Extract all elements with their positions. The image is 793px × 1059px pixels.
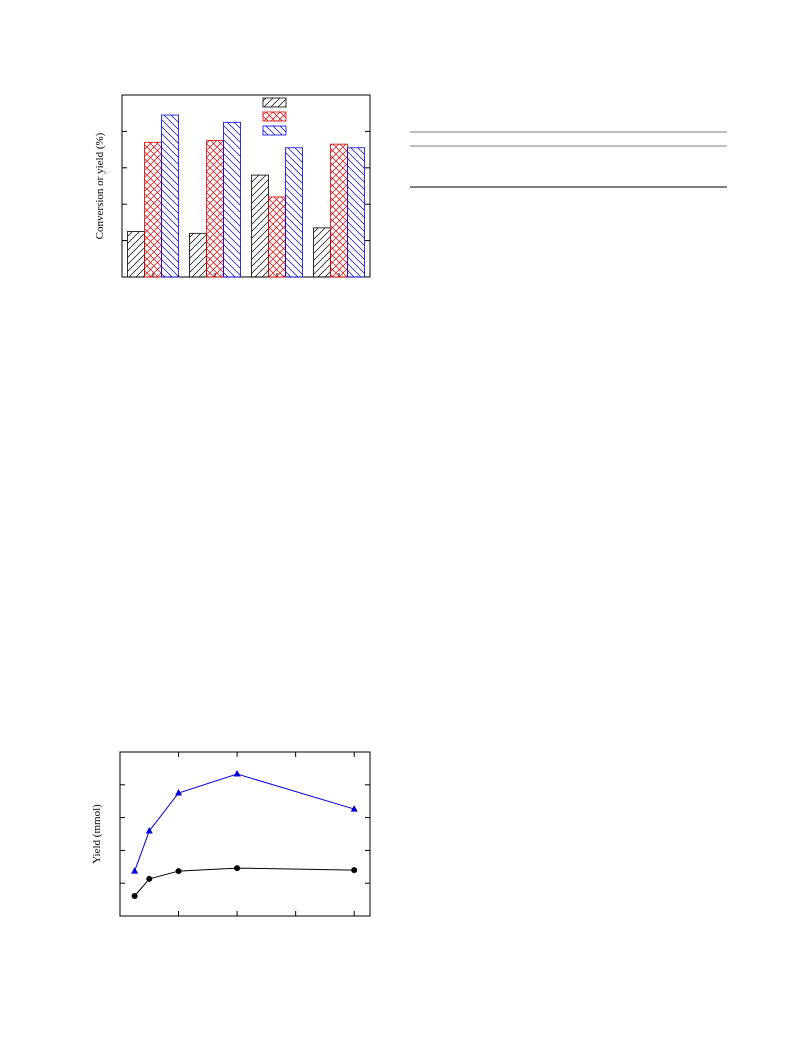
y-axis-title: Yield (mmol) [91, 804, 103, 864]
marker [131, 867, 139, 874]
table-rules [410, 131, 727, 188]
legend-swatch [262, 97, 287, 108]
bar [285, 147, 303, 278]
line-chart: Yield (mmol) [91, 751, 371, 917]
y-axis-title: Conversion or yield (%) [94, 132, 106, 239]
marker [233, 769, 241, 777]
bar [347, 147, 365, 278]
marker [146, 875, 153, 882]
series-line [134, 773, 355, 872]
bar [223, 121, 241, 278]
plot-frame [119, 751, 371, 917]
legend-swatch [262, 111, 287, 122]
marker [145, 827, 153, 834]
bar-chart: Conversion or yield (%) [94, 94, 371, 278]
marker [234, 865, 241, 872]
marker [175, 789, 183, 796]
marker [350, 805, 358, 812]
marker [175, 868, 182, 875]
bar [161, 114, 179, 278]
marker [351, 867, 358, 874]
series-line [134, 867, 355, 897]
plot-frame [121, 94, 371, 278]
marker [131, 892, 138, 899]
legend-swatch [262, 125, 287, 136]
